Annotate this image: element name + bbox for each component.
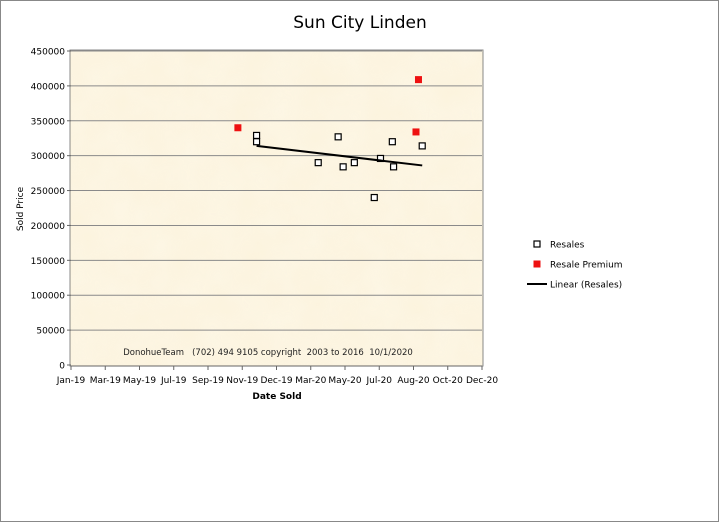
- x-tick-label: Jul-20: [365, 376, 392, 386]
- x-tick-label: Jul-19: [160, 376, 187, 386]
- x-tick-label: Dec-19: [260, 376, 292, 386]
- point-resale: [389, 163, 398, 171]
- y-tick-label: 450000: [31, 48, 66, 58]
- point-resale-premium: [234, 124, 242, 132]
- point-resale: [418, 142, 426, 150]
- x-tick-label: Mar-19: [90, 376, 121, 386]
- y-tick-label: 150000: [31, 257, 66, 267]
- y-tick-label: 100000: [31, 292, 66, 302]
- legend-marker-resales: [533, 240, 541, 248]
- y-axis-title: Sold Price: [16, 186, 26, 231]
- y-tick-label: 350000: [31, 117, 66, 127]
- point-resale: [370, 193, 378, 202]
- legend: Resales Resale Premium Linear (Resales): [527, 240, 623, 291]
- chart-title: Sun City Linden: [293, 13, 426, 33]
- point-resale-premium: [412, 128, 420, 136]
- x-tick-label: Oct-20: [433, 376, 464, 386]
- point-resale: [252, 131, 261, 140]
- legend-label: Linear (Resales): [550, 281, 622, 291]
- legend-label: Resale Premium: [550, 261, 623, 271]
- x-tick-label: Aug-20: [397, 376, 430, 386]
- x-tick-label: Sep-19: [192, 376, 224, 386]
- legend-label: Resales: [550, 241, 585, 251]
- y-tick-label: 0: [59, 362, 65, 372]
- point-resale-premium: [414, 76, 422, 84]
- x-tick-label: Dec-20: [466, 376, 498, 386]
- y-tick-label: 300000: [31, 152, 66, 162]
- y-tick-label: 50000: [36, 327, 65, 337]
- x-tick-label: Mar-20: [295, 376, 326, 386]
- point-resale: [314, 159, 322, 167]
- point-resale: [252, 138, 261, 146]
- plot-texture: [71, 51, 482, 365]
- x-tick-label: Jan-19: [56, 376, 86, 386]
- trendline: [256, 144, 423, 167]
- legend-marker-premium: [533, 260, 541, 268]
- x-tick-label: Nov-19: [226, 376, 258, 386]
- y-tick-label: 250000: [31, 187, 66, 197]
- copyright-annotation: DonohueTeam (702) 494 9105 copyright 200…: [123, 348, 413, 358]
- y-tick-label: 200000: [31, 222, 66, 232]
- x-axis-title: Date Sold: [252, 392, 301, 402]
- x-tick-label: May-19: [123, 376, 156, 386]
- x-tick-label: May-20: [328, 376, 361, 386]
- y-tick-label: 400000: [31, 82, 66, 92]
- point-resale: [334, 133, 342, 141]
- point-resale: [339, 163, 347, 171]
- point-resale: [350, 159, 358, 167]
- point-resale: [388, 138, 396, 146]
